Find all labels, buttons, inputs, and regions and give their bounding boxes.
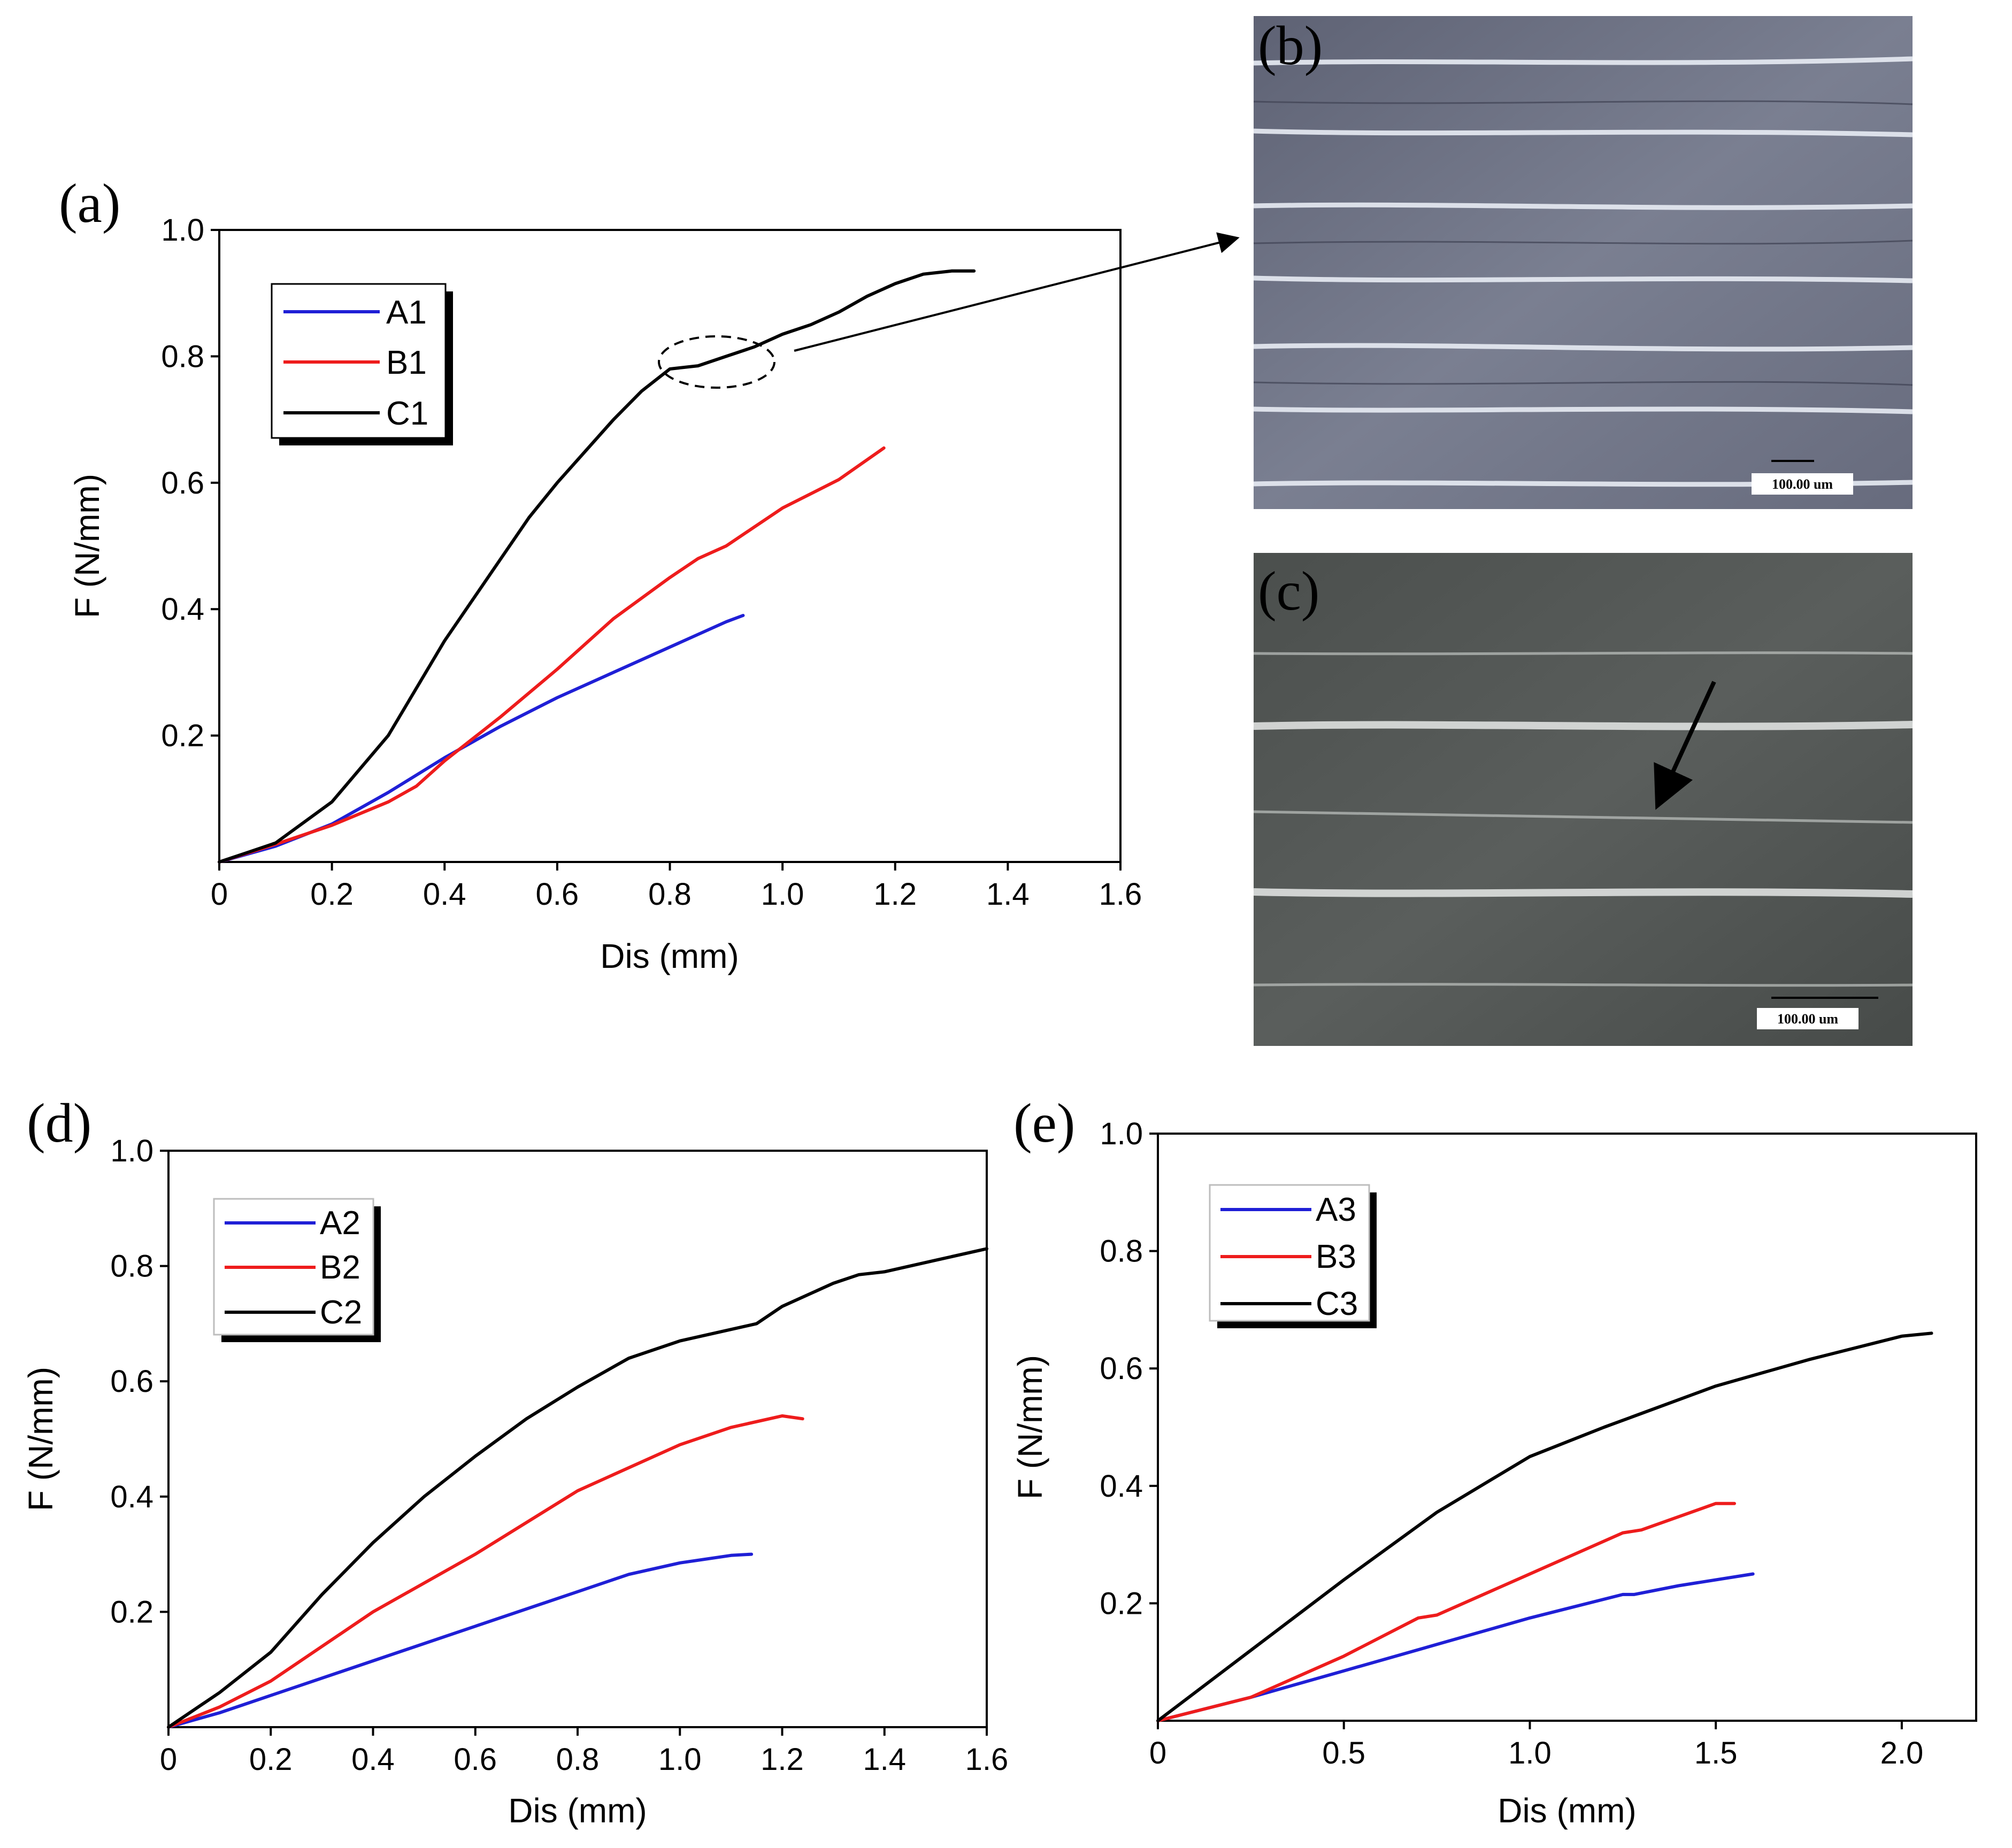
chart-a-series xyxy=(218,269,976,864)
chart-d-legend-label-2: C2 xyxy=(320,1294,362,1331)
micrograph-c-scale-text: 100.00 um xyxy=(1777,1011,1838,1027)
chart-a-annotation-arrow xyxy=(794,232,1240,352)
chart-e-x-ticks: 0 0.5 1.0 1.5 2.0 xyxy=(1149,1721,1923,1770)
chart-e-legend-label-0: A3 xyxy=(1316,1191,1356,1228)
chart-a-y-tick-label: 0.6 xyxy=(161,466,204,500)
chart-a-ylabel: F (N/mm) xyxy=(68,474,106,618)
chart-d-y-tick-label: 0.6 xyxy=(110,1364,153,1399)
chart-e-series-b3 xyxy=(1156,1502,1736,1722)
chart-d-y-ticks: 0.2 0.4 0.6 0.8 1.0 xyxy=(110,1134,168,1629)
chart-d-x-tick-label: 0.2 xyxy=(249,1742,293,1777)
chart-a-x-tick-label: 0 xyxy=(211,877,228,912)
chart-a: (a) 0 0.2 0.4 0.6 0.8 1.0 1.2 1.4 1.6 0.20.40.60… xyxy=(59,173,1240,975)
chart-a-x-tick-label: 0.4 xyxy=(423,877,466,912)
chart-d-x-tick-label: 1.0 xyxy=(658,1742,702,1777)
chart-e-legend-label-2: C3 xyxy=(1316,1285,1358,1322)
chart-d-series-b2 xyxy=(167,1414,804,1729)
chart-a-x-tick-label: 1.6 xyxy=(1099,877,1142,912)
chart-a-legend-label-1: B1 xyxy=(386,344,427,381)
chart-e-ylabel: F (N/mm) xyxy=(1011,1355,1049,1499)
chart-a-x-tick-label: 1.0 xyxy=(761,877,804,912)
chart-d-legend-label-1: B2 xyxy=(320,1249,360,1286)
chart-a-xlabel: Dis (mm) xyxy=(600,937,739,975)
chart-e-y-tick-label: 1.0 xyxy=(1100,1116,1143,1151)
chart-a-legend-label-0: A1 xyxy=(386,294,427,331)
chart-d-x-tick-label: 0.4 xyxy=(351,1742,395,1777)
chart-a-annotation-ellipse xyxy=(658,335,775,389)
chart-d-xlabel: Dis (mm) xyxy=(508,1791,647,1830)
micrograph-c: (c) 100.00 um xyxy=(1253,553,1913,1046)
chart-d-x-tick-label: 0.8 xyxy=(556,1742,600,1777)
chart-d-ylabel: F (N/mm) xyxy=(21,1367,60,1511)
chart-a-legend: A1 B1 C1 xyxy=(271,283,453,445)
chart-a-series-c1 xyxy=(218,269,976,864)
micrograph-b-fiber-lines xyxy=(1253,56,1913,487)
chart-a-x-tick-label: 0.6 xyxy=(536,877,579,912)
chart-e-x-tick-label: 1.0 xyxy=(1508,1736,1552,1770)
chart-e-frame xyxy=(1157,1133,1977,1722)
micrograph-c-scale-box xyxy=(1757,1008,1859,1029)
chart-e: (e) 0 0.5 1.0 1.5 2.0 0.2 0.4 0.6 0.8 1.0 Dis (m… xyxy=(1011,1092,1977,1830)
chart-d-series-a2 xyxy=(167,1552,754,1729)
micrograph-b-image xyxy=(1254,16,1913,509)
chart-e-y-tick-label: 0.4 xyxy=(1100,1469,1143,1504)
chart-d-legend-label-0: A2 xyxy=(320,1205,360,1242)
chart-e-x-tick-label: 0 xyxy=(1149,1736,1166,1770)
chart-a-x-tick-label: 1.4 xyxy=(986,877,1030,912)
chart-d-y-tick-label: 0.8 xyxy=(110,1249,153,1284)
chart-a-x-tick-label: 0.2 xyxy=(310,877,354,912)
chart-d-y-tick-label: 0.4 xyxy=(110,1480,153,1514)
chart-e-legend-box xyxy=(1209,1184,1370,1322)
chart-d-y-tick-label: 1.0 xyxy=(110,1134,153,1168)
chart-d-x-ticks: 0 0.2 0.4 0.6 0.8 1.0 1.2 1.4 1.6 xyxy=(160,1727,1008,1777)
chart-d-x-tick-label: 1.2 xyxy=(761,1742,804,1777)
chart-e-x-tick-label: 2.0 xyxy=(1880,1736,1924,1770)
chart-e-y-tick-label: 0.8 xyxy=(1100,1234,1143,1269)
chart-d-x-tick-label: 0.6 xyxy=(454,1742,497,1777)
chart-d-series xyxy=(167,1247,988,1729)
micrograph-b: (b) 100.00 um xyxy=(1253,15,1913,509)
chart-e-series-c3 xyxy=(1156,1331,1933,1722)
chart-e-legend-label-1: B3 xyxy=(1316,1238,1356,1275)
chart-a-panel-label: (a) xyxy=(59,173,120,234)
micrograph-c-fiber-lines xyxy=(1253,721,1913,898)
chart-a-y-tick-label: 0.8 xyxy=(161,339,204,374)
chart-e-y-tick-label: 0.2 xyxy=(1100,1586,1143,1621)
micrograph-b-label: (b) xyxy=(1258,15,1323,76)
chart-d-y-tick-label: 0.2 xyxy=(110,1595,153,1629)
chart-e-series xyxy=(1156,1331,1933,1722)
chart-d-x-tick-label: 0 xyxy=(160,1742,177,1777)
chart-a-series-b1 xyxy=(218,446,886,864)
micrograph-c-image xyxy=(1254,553,1913,1046)
chart-d-panel-label: (d) xyxy=(27,1092,91,1154)
chart-a-y-tick-label: 1.0 xyxy=(161,213,204,248)
chart-e-y-ticks: 0.2 0.4 0.6 0.8 1.0 xyxy=(1100,1116,1158,1621)
chart-e-x-tick-label: 0.5 xyxy=(1322,1736,1365,1770)
chart-d-x-tick-label: 1.6 xyxy=(965,1742,1009,1777)
chart-d: (d) 0 0.2 0.4 0.6 0.8 1.0 1.2 1.4 1.6 0.20.40.60… xyxy=(21,1092,1008,1830)
chart-e-xlabel: Dis (mm) xyxy=(1498,1791,1636,1830)
chart-a-legend-label-2: C1 xyxy=(386,395,428,432)
micrograph-b-scale-text: 100.00 um xyxy=(1772,476,1833,492)
micrograph-c-label: (c) xyxy=(1258,560,1319,622)
chart-d-x-tick-label: 1.4 xyxy=(863,1742,906,1777)
chart-e-panel-label: (e) xyxy=(1013,1092,1075,1154)
micrograph-b-scale-box xyxy=(1752,473,1853,495)
chart-e-x-tick-label: 1.5 xyxy=(1694,1736,1738,1770)
chart-a-x-tick-label: 1.2 xyxy=(873,877,917,912)
chart-d-series-c2 xyxy=(167,1247,988,1729)
chart-a-y-ticks: 0.2 0.4 0.6 0.8 1.0 xyxy=(161,213,219,753)
chart-d-legend: A2 B2 C2 xyxy=(213,1198,381,1342)
chart-a-x-tick-label: 0.8 xyxy=(648,877,692,912)
chart-e-y-tick-label: 0.6 xyxy=(1100,1351,1143,1386)
chart-a-y-tick-label: 0.2 xyxy=(161,719,204,753)
chart-e-legend: A3 B3 C3 xyxy=(1209,1184,1377,1328)
chart-a-x-ticks: 0 0.2 0.4 0.6 0.8 1.0 1.2 1.4 1.6 xyxy=(211,862,1142,912)
chart-a-y-tick-label: 0.4 xyxy=(161,592,204,627)
micrograph-c-arrow xyxy=(1654,681,1716,810)
chart-e-series-a3 xyxy=(1156,1572,1755,1722)
